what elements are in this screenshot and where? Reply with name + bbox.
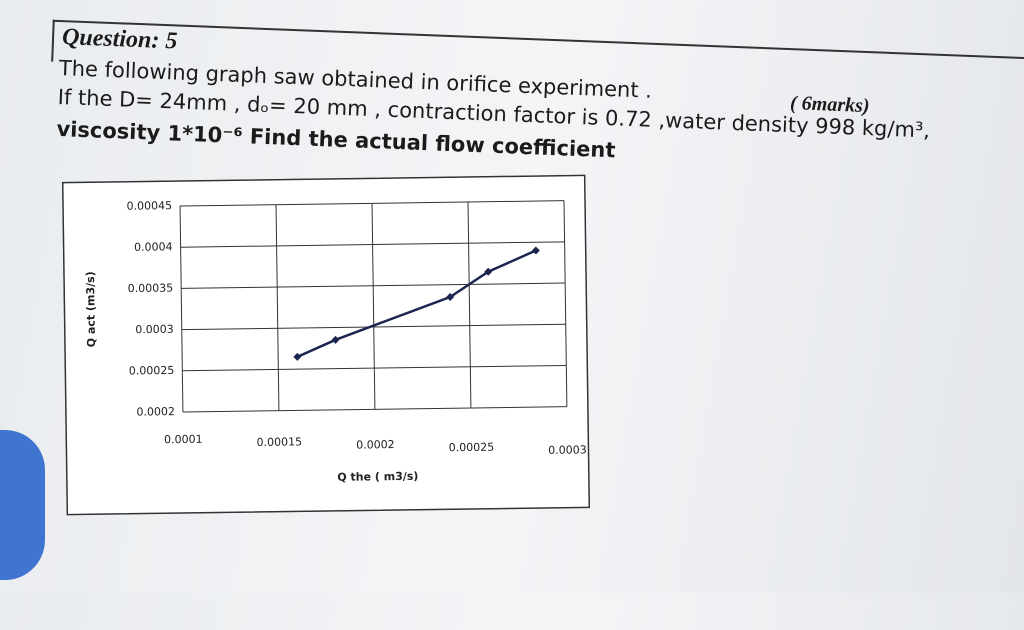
y-tick-label: 0.0003 — [135, 323, 174, 337]
y-tick-label: 0.0002 — [136, 405, 175, 419]
grid-line — [275, 204, 280, 411]
x-tick-label: 0.00015 — [257, 435, 303, 449]
x-tick-label: 0.0002 — [356, 438, 395, 452]
grid-line — [467, 201, 472, 408]
data-point — [331, 335, 340, 344]
grid-line — [563, 200, 568, 407]
x-tick-label: 0.0001 — [164, 433, 203, 447]
y-tick-label: 0.00045 — [126, 199, 172, 213]
grid-line — [371, 203, 376, 410]
data-point — [531, 246, 540, 255]
data-point — [293, 352, 302, 361]
x-tick-label: 0.00025 — [449, 441, 495, 455]
x-axis-label: Q the ( m3/s) — [337, 470, 418, 484]
y-axis-label: Q act (m3/s) — [84, 271, 98, 347]
data-point — [484, 267, 493, 276]
grid-line — [179, 206, 184, 413]
finger — [0, 430, 45, 580]
chart: Q act (m3/s) Q the ( m3/s) 0.0002 0.00025… — [61, 174, 591, 516]
question-title: Question: 5 — [61, 24, 178, 55]
y-tick-label: 0.00025 — [129, 364, 175, 378]
x-tick-label: 0.0003 — [548, 443, 587, 457]
y-tick-label: 0.00035 — [128, 282, 174, 296]
page: Question: 5 ( 6marks) The following grap… — [0, 0, 1024, 593]
y-tick-label: 0.0004 — [134, 240, 173, 254]
data-point — [446, 293, 455, 302]
